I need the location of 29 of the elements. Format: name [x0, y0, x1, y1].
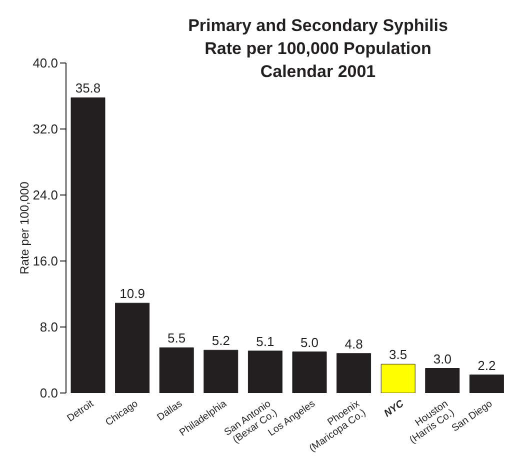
bar	[292, 352, 327, 393]
data-label: 5.5	[168, 330, 186, 346]
data-label: 5.1	[256, 334, 274, 349]
bar	[380, 364, 416, 393]
x-tick-label: NYC	[382, 398, 407, 420]
y-tick-label: 16.0	[32, 254, 58, 269]
bar	[248, 350, 282, 393]
data-label: 35.8	[75, 80, 101, 96]
y-tick-label: 40.0	[32, 56, 58, 71]
data-label: 5.2	[212, 333, 230, 348]
chart-title: Primary and Secondary Syphilis Rate per 100,000 Population Calendar 2001	[187, 15, 449, 83]
data-label: 4.8	[344, 336, 363, 352]
bar	[469, 374, 504, 393]
y-tick-label: 0.0	[40, 386, 58, 401]
data-label: 10.9	[120, 286, 145, 302]
bar	[70, 97, 106, 393]
data-label: 3.5	[389, 347, 408, 362]
y-tick-label: 24.0	[32, 188, 58, 203]
data-label: 5.0	[300, 334, 319, 350]
bar	[336, 353, 372, 393]
bar	[159, 347, 194, 393]
bar	[425, 368, 460, 393]
data-label: 2.2	[478, 358, 496, 373]
data-label: 3.0	[433, 351, 452, 366]
bar	[115, 302, 150, 393]
bar	[204, 350, 238, 393]
y-tick-label: 32.0	[32, 122, 58, 137]
y-axis-title: Rate per 100,000	[17, 181, 32, 274]
y-tick-label: 8.0	[40, 320, 58, 335]
